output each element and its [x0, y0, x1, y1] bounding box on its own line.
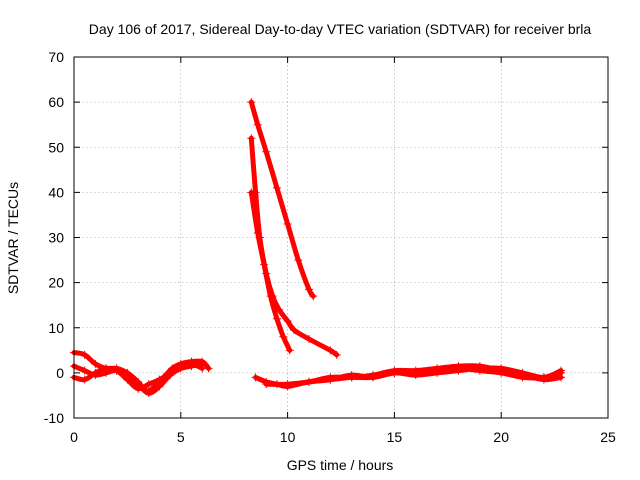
data-point	[347, 371, 356, 380]
data-point	[253, 120, 262, 129]
y-tick-label: 10	[48, 320, 64, 336]
data-point	[80, 366, 89, 375]
data-point	[326, 375, 335, 384]
data-point	[518, 368, 527, 377]
x-tick-label: 20	[493, 429, 509, 445]
y-tick-label: 50	[48, 139, 64, 155]
y-tick-label: 20	[48, 275, 64, 291]
data-point	[166, 368, 175, 377]
data-point	[557, 366, 566, 375]
data-point	[134, 384, 143, 393]
data-point	[260, 260, 269, 269]
data-point	[144, 380, 153, 389]
data-point	[198, 364, 207, 373]
y-tick-label: -10	[44, 410, 64, 426]
y-axis-label: SDTVAR / TECUs	[5, 182, 21, 294]
y-tick-label: 0	[56, 365, 64, 381]
data-point	[433, 368, 442, 377]
data-point	[251, 373, 260, 382]
data-point	[272, 314, 281, 323]
data-point	[272, 183, 281, 192]
data-point	[304, 377, 313, 386]
data-point	[454, 366, 463, 375]
data-point	[304, 335, 313, 344]
x-tick-label: 25	[600, 429, 616, 445]
y-tick-label: 60	[48, 94, 64, 110]
axes: 0 5 10 15 20 25 -10 0 10 20 30 40 50 60 70	[44, 49, 616, 445]
data-point	[326, 346, 335, 355]
series-track-f	[247, 188, 294, 355]
data-point	[187, 359, 196, 368]
x-tick-label: 5	[177, 429, 185, 445]
grid	[74, 57, 608, 418]
data-point	[475, 364, 484, 373]
data-point	[390, 368, 399, 377]
data-point	[266, 292, 275, 301]
data-point	[155, 382, 164, 391]
x-tick-label: 10	[280, 429, 296, 445]
series-track-d	[247, 98, 318, 301]
y-tick-label: 70	[48, 49, 64, 65]
data-point	[557, 373, 566, 382]
data-point	[253, 228, 262, 237]
data-point	[283, 316, 292, 325]
data-point	[112, 366, 121, 375]
data-point	[279, 332, 288, 341]
y-tick-label: 40	[48, 184, 64, 200]
data-point	[247, 134, 256, 143]
data-point	[539, 373, 548, 382]
data-point	[294, 256, 303, 265]
data-layer	[70, 98, 566, 398]
data-point	[262, 147, 271, 156]
data-point	[91, 368, 100, 377]
series-track-i	[283, 364, 566, 391]
data-point	[80, 350, 89, 359]
data-point	[144, 389, 153, 398]
data-point	[262, 380, 271, 389]
data-point	[497, 364, 506, 373]
series-track-c	[70, 359, 207, 393]
data-point	[283, 382, 292, 391]
data-point	[290, 326, 299, 335]
data-point	[91, 359, 100, 368]
data-point	[304, 285, 313, 294]
chart-title: Day 106 of 2017, Sidereal Day-to-day VTE…	[89, 21, 592, 37]
series-line	[248, 99, 316, 299]
data-point	[283, 219, 292, 228]
data-point	[247, 98, 256, 107]
data-point	[102, 364, 111, 373]
data-point	[155, 375, 164, 384]
x-axis-label: GPS time / hours	[287, 457, 394, 473]
data-point	[247, 188, 256, 197]
x-tick-label: 15	[387, 429, 403, 445]
data-point	[123, 375, 132, 384]
data-point	[285, 346, 294, 355]
data-point	[309, 292, 318, 301]
data-point	[176, 362, 185, 371]
data-point	[80, 375, 89, 384]
data-point	[332, 350, 341, 359]
y-tick-label: 30	[48, 230, 64, 246]
data-point	[411, 371, 420, 380]
data-point	[369, 373, 378, 382]
x-tick-label: 0	[70, 429, 78, 445]
